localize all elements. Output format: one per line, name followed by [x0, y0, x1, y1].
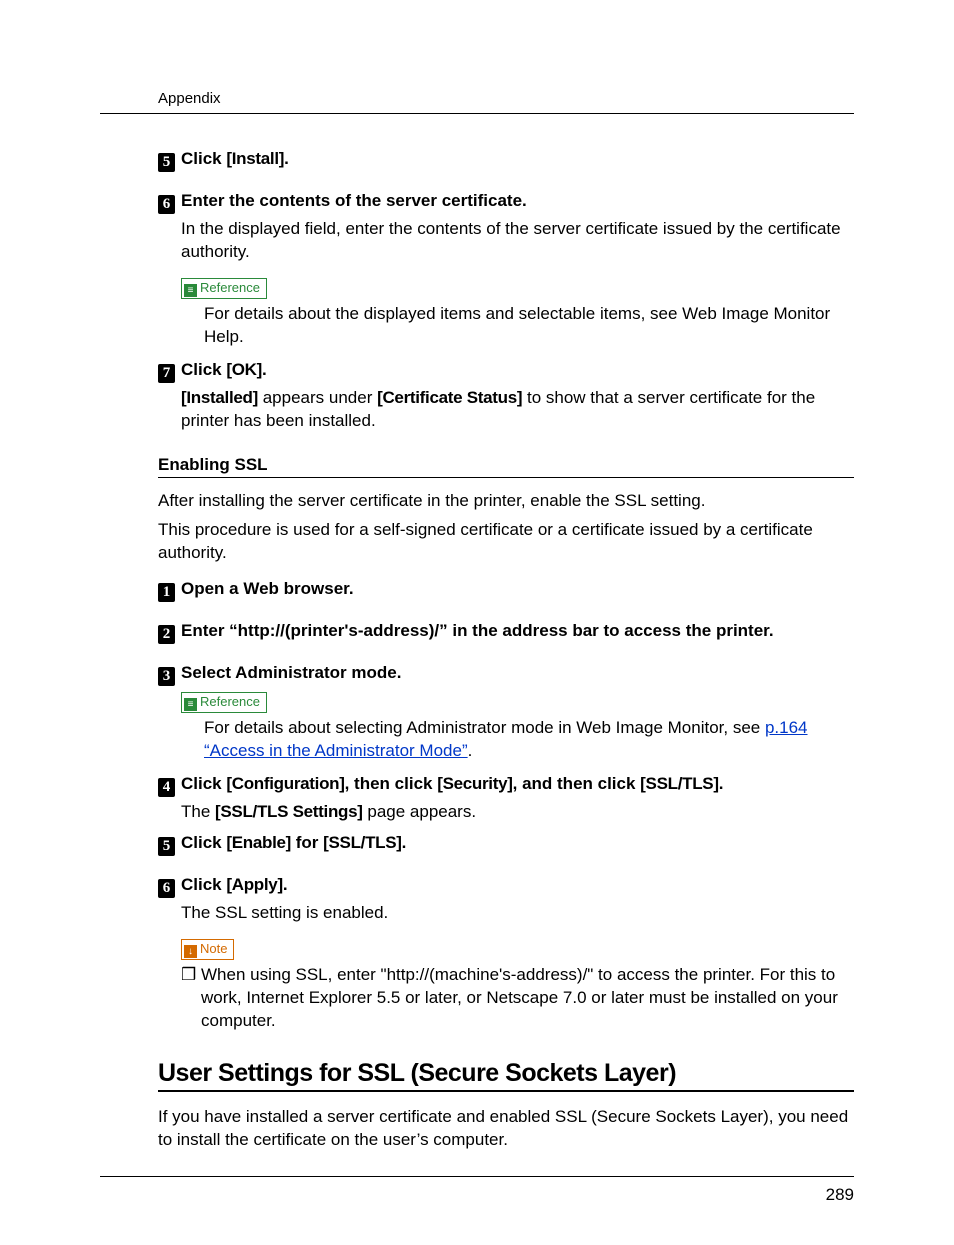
page-header: Appendix — [100, 90, 854, 114]
header-rule — [100, 113, 854, 114]
note-bullet: ❒ When using SSL, enter "http://(machine… — [181, 964, 854, 1033]
step-title: 7 Click [OK]. — [158, 359, 854, 383]
note-icon: ↓ — [184, 945, 197, 958]
ui-label: [Installed] — [181, 388, 258, 407]
ui-label: [SSL/TLS] — [323, 833, 402, 852]
ref-pre: For details about selecting Administrato… — [204, 718, 765, 737]
step-text: Enter the contents of the server certifi… — [181, 191, 527, 210]
note-text: When using SSL, enter "http://(machine's… — [201, 964, 854, 1033]
bullet-icon: ❒ — [181, 964, 201, 1033]
step-text: . — [284, 149, 289, 168]
step-b4: 4 Click [Configuration], then click [Secu… — [158, 773, 854, 824]
step-text: Click — [181, 149, 226, 168]
note-badge: ↓Note — [181, 939, 234, 960]
ui-label: [Certificate Status] — [377, 388, 522, 407]
step-b1: 1 Open a Web browser. — [158, 578, 854, 602]
step-body: In the displayed field, enter the conten… — [181, 218, 854, 264]
ui-label: [Configuration] — [226, 774, 344, 793]
step-title: 6 Enter the contents of the server certif… — [158, 190, 854, 214]
step-text: for — [291, 833, 323, 852]
step-7: 7 Click [OK]. [Installed] appears under [… — [158, 359, 854, 433]
step-number-icon: 5 — [158, 837, 175, 856]
step-text: , and then click — [513, 774, 641, 793]
reference-label: Reference — [200, 280, 260, 295]
page-number: 289 — [826, 1185, 854, 1204]
step-b2: 2 Enter “http://(printer's-address)/” in … — [158, 620, 854, 644]
body-text: appears under — [258, 388, 377, 407]
section-intro: If you have installed a server certifica… — [158, 1106, 854, 1152]
step-number-icon: 7 — [158, 364, 175, 383]
step-text: . — [719, 774, 724, 793]
step-title: 5 Click [Enable] for [SSL/TLS]. — [158, 832, 854, 856]
body-text: page appears. — [363, 802, 476, 821]
page-footer: 289 — [100, 1176, 854, 1205]
step-b6: 6 Click [Apply]. The SSL setting is enabl… — [158, 874, 854, 1033]
step-text: Click — [181, 774, 226, 793]
reference-label: Reference — [200, 694, 260, 709]
step-number-icon: 2 — [158, 625, 175, 644]
step-number-icon: 4 — [158, 778, 175, 797]
step-text: . — [283, 875, 288, 894]
step-number-icon: 6 — [158, 879, 175, 898]
step-text: . — [262, 360, 267, 379]
ui-label: [SSL/TLS Settings] — [215, 802, 363, 821]
subsection-rule — [158, 477, 854, 478]
step-number-icon: 6 — [158, 195, 175, 214]
ref-post: . — [468, 741, 473, 760]
ui-label: [Security] — [437, 774, 512, 793]
step-text: Enter “http://(printer's-address)/” in t… — [181, 621, 774, 640]
ui-label: [Install] — [226, 149, 284, 168]
step-text: , then click — [345, 774, 438, 793]
reference-text: For details about selecting Administrato… — [204, 717, 854, 763]
intro-text: This procedure is used for a self-signed… — [158, 519, 854, 565]
step-b5: 5 Click [Enable] for [SSL/TLS]. — [158, 832, 854, 856]
document-page: Appendix 5 Click [Install]. 6 Enter the co… — [0, 0, 954, 1245]
step-title: 1 Open a Web browser. — [158, 578, 854, 602]
ui-label: [Apply] — [226, 875, 282, 894]
ui-label: [SSL/TLS] — [640, 774, 719, 793]
page-content: 5 Click [Install]. 6 Enter the contents of… — [158, 148, 854, 1152]
step-text: Click — [181, 833, 226, 852]
step-title: 5 Click [Install]. — [158, 148, 854, 172]
step-body: The [SSL/TLS Settings] page appears. — [181, 801, 854, 824]
subsection-title: Enabling SSL — [158, 455, 854, 475]
intro-text: After installing the server certificate … — [158, 490, 854, 513]
step-text: . — [402, 833, 407, 852]
step-text: Click — [181, 360, 226, 379]
reference-text: For details about the displayed items an… — [204, 303, 854, 349]
step-body: [Installed] appears under [Certificate S… — [181, 387, 854, 433]
reference-badge: ≡Reference — [181, 692, 267, 713]
step-text: Click — [181, 875, 226, 894]
ui-label: [OK] — [226, 360, 262, 379]
section-rule — [158, 1090, 854, 1092]
ui-label: [Enable] — [226, 833, 291, 852]
step-body: The SSL setting is enabled. — [181, 902, 854, 925]
step-number-icon: 1 — [158, 583, 175, 602]
step-title: 6 Click [Apply]. — [158, 874, 854, 898]
step-6: 6 Enter the contents of the server certif… — [158, 190, 854, 349]
reference-icon: ≡ — [184, 284, 197, 297]
step-title: 4 Click [Configuration], then click [Secu… — [158, 773, 854, 797]
step-5: 5 Click [Install]. — [158, 148, 854, 172]
step-title: 2 Enter “http://(printer's-address)/” in … — [158, 620, 854, 644]
step-number-icon: 5 — [158, 153, 175, 172]
reference-badge: ≡Reference — [181, 278, 267, 299]
step-number-icon: 3 — [158, 667, 175, 686]
section-heading: User Settings for SSL (Secure Sockets La… — [158, 1059, 854, 1088]
step-title: 3 Select Administrator mode. — [158, 662, 854, 686]
body-text: The — [181, 802, 215, 821]
step-text: Select Administrator mode. — [181, 663, 401, 682]
step-b3: 3 Select Administrator mode. ≡Reference F… — [158, 662, 854, 763]
step-text: Open a Web browser. — [181, 579, 354, 598]
reference-icon: ≡ — [184, 698, 197, 711]
note-label: Note — [200, 941, 227, 956]
header-section-label: Appendix — [158, 90, 854, 107]
